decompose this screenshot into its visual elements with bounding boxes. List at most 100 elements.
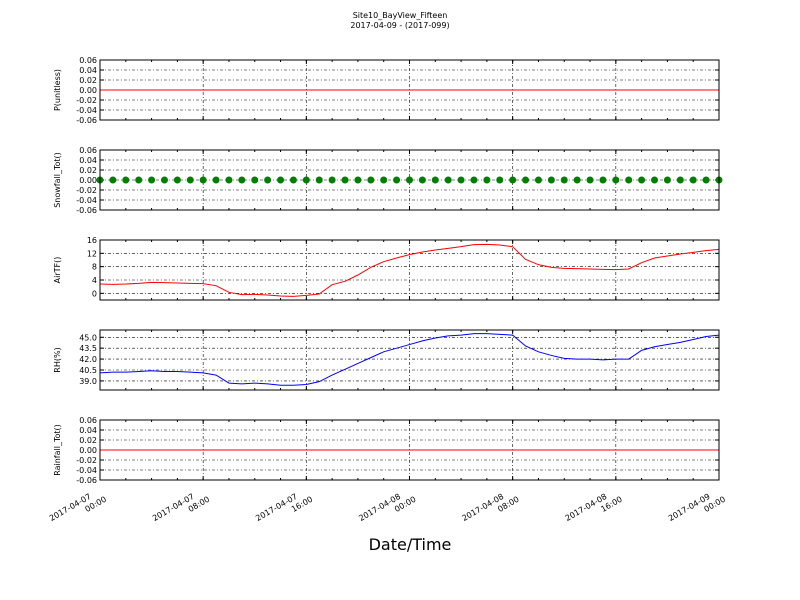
data-point — [277, 176, 285, 184]
data-point — [328, 176, 336, 184]
y-tick-label: 0.04 — [79, 426, 97, 435]
data-point — [148, 176, 156, 184]
y-tick-label: 0.00 — [79, 446, 97, 455]
data-point — [496, 176, 504, 184]
data-point — [122, 176, 130, 184]
plot-frame — [99, 59, 720, 121]
data-point — [289, 176, 297, 184]
y-tick-label: 8 — [92, 263, 97, 272]
data-point — [225, 176, 233, 184]
data-line — [99, 333, 720, 386]
data-point — [522, 176, 530, 184]
data-point — [470, 176, 478, 184]
y-tick-label: 12 — [87, 249, 97, 258]
y-tick-label: 0.04 — [79, 66, 97, 75]
data-point — [341, 176, 349, 184]
data-point — [173, 176, 181, 184]
data-point — [547, 176, 555, 184]
y-axis-label: P(unitless) — [53, 69, 62, 111]
data-point — [302, 176, 310, 184]
y-tick-label: 0.00 — [79, 176, 97, 185]
plot-frame — [99, 419, 720, 481]
data-point — [264, 176, 272, 184]
data-point — [431, 176, 439, 184]
data-point — [676, 176, 684, 184]
data-point — [212, 176, 220, 184]
data-point — [509, 176, 517, 184]
x-tick-label: 2017-04-0816:00 — [564, 486, 624, 532]
data-line — [99, 243, 720, 297]
y-tick-label: -0.06 — [76, 206, 97, 215]
data-point — [638, 176, 646, 184]
x-tick-label: 2017-04-0808:00 — [461, 486, 521, 532]
data-point — [238, 176, 246, 184]
y-tick-label: 0.06 — [79, 146, 97, 155]
y-tick-label: -0.06 — [76, 476, 97, 485]
y-tick-label: 40.5 — [79, 366, 97, 375]
y-tick-label: 0.00 — [79, 86, 97, 95]
data-point — [573, 176, 581, 184]
data-point — [135, 176, 143, 184]
y-tick-label: 42.0 — [79, 355, 97, 364]
data-point — [483, 176, 491, 184]
data-point — [651, 176, 659, 184]
plot-frame — [99, 329, 720, 391]
x-tick-label: 2017-04-0900:00 — [667, 486, 727, 532]
data-point — [199, 176, 207, 184]
y-tick-label: 39.0 — [79, 377, 97, 386]
y-tick-label: -0.04 — [76, 106, 97, 115]
y-tick-label: 0.02 — [79, 166, 97, 175]
data-point — [186, 176, 194, 184]
y-tick-label: 0.06 — [79, 56, 97, 65]
data-point — [457, 176, 465, 184]
chart-title: Site10_BayView_Fifteen — [353, 11, 448, 20]
data-point — [160, 176, 168, 184]
y-tick-label: -0.02 — [76, 456, 97, 465]
data-point — [586, 176, 594, 184]
y-tick-label: 16 — [87, 236, 97, 245]
data-point — [560, 176, 568, 184]
data-point — [354, 176, 362, 184]
y-tick-label: 0.02 — [79, 76, 97, 85]
data-point — [315, 176, 323, 184]
y-axis-label: Snowfall_Tot() — [53, 152, 62, 208]
data-point — [663, 176, 671, 184]
y-tick-label: 45.0 — [79, 333, 97, 342]
data-point — [612, 176, 620, 184]
y-tick-label: -0.04 — [76, 466, 97, 475]
y-axis-label: AirTF() — [53, 257, 62, 284]
data-point — [599, 176, 607, 184]
data-point — [625, 176, 633, 184]
data-point — [393, 176, 401, 184]
y-tick-label: -0.04 — [76, 196, 97, 205]
chart-subtitle: 2017-04-09 - (2017-099) — [350, 21, 449, 30]
y-tick-label: -0.02 — [76, 186, 97, 195]
data-point — [534, 176, 542, 184]
x-tick-label: 2017-04-0716:00 — [254, 486, 314, 532]
data-point — [406, 176, 413, 184]
y-tick-label: 0.02 — [79, 436, 97, 445]
data-point — [689, 176, 697, 184]
y-tick-label: 0.06 — [79, 416, 97, 425]
y-tick-label: -0.02 — [76, 96, 97, 105]
x-tick-label: 2017-04-0708:00 — [151, 486, 211, 532]
y-tick-label: 0.04 — [79, 156, 97, 165]
x-tick-label: 2017-04-0700:00 — [48, 486, 108, 532]
data-point — [702, 176, 710, 184]
y-tick-label: -0.06 — [76, 116, 97, 125]
data-point — [444, 176, 452, 184]
plot-frame — [99, 149, 720, 211]
x-axis-label: Date/Time — [369, 535, 452, 554]
data-point — [109, 176, 117, 184]
data-point — [251, 176, 259, 184]
plot-frame — [99, 239, 720, 301]
y-tick-label: 4 — [92, 276, 97, 285]
y-tick-label: 0 — [92, 289, 97, 298]
data-point — [380, 176, 388, 184]
y-axis-label: Rainfall_Tot() — [53, 424, 62, 476]
x-tick-label: 2017-04-0800:00 — [357, 486, 417, 532]
y-axis-label: RH(%) — [53, 347, 62, 372]
y-tick-label: 43.5 — [79, 344, 97, 353]
